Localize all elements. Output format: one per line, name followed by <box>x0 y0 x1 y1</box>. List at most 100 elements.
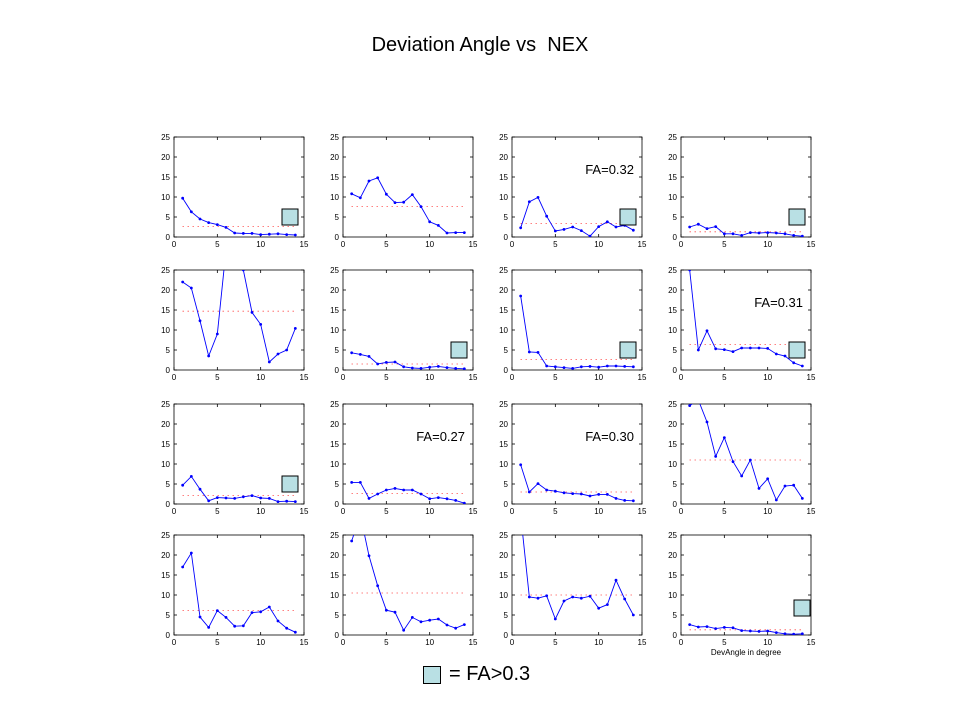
y-tick-label: 10 <box>499 591 508 600</box>
data-point <box>579 365 583 369</box>
data-point <box>588 594 592 598</box>
data-point <box>207 499 211 503</box>
data-point <box>285 626 289 630</box>
data-point <box>545 214 549 218</box>
data-point <box>207 354 211 358</box>
y-tick-label: 10 <box>330 326 339 335</box>
x-tick-label: 10 <box>763 373 772 382</box>
data-point <box>410 616 414 619</box>
data-point <box>553 229 557 233</box>
data-point <box>428 220 432 224</box>
data-point <box>536 482 540 485</box>
data-point <box>462 501 466 504</box>
x-axis-label: DevAngle in degree <box>711 648 782 657</box>
data-point <box>462 231 466 235</box>
x-tick-label: 0 <box>341 638 346 647</box>
y-tick-label: 5 <box>504 213 509 222</box>
x-tick-label: 0 <box>510 240 515 249</box>
y-tick-label: 10 <box>668 193 677 202</box>
data-point <box>757 487 761 490</box>
x-tick-label: 10 <box>594 240 603 249</box>
data-point <box>293 630 297 634</box>
y-tick-label: 15 <box>330 571 339 580</box>
series-line <box>520 196 634 237</box>
y-tick-label: 0 <box>166 366 171 375</box>
data-point <box>631 365 635 369</box>
y-tick-label: 0 <box>335 500 340 509</box>
data-point <box>774 631 778 634</box>
data-point <box>241 232 245 235</box>
data-point <box>428 497 432 501</box>
y-tick-label: 5 <box>504 346 509 355</box>
y-tick-label: 25 <box>668 266 677 275</box>
data-point <box>259 496 263 500</box>
data-point <box>454 367 458 370</box>
data-point <box>445 231 449 235</box>
plot-frame <box>680 403 812 505</box>
data-point <box>783 354 787 358</box>
x-tick-label: 10 <box>425 507 434 516</box>
data-point <box>376 362 380 366</box>
x-tick-label: 15 <box>638 638 647 647</box>
subplot-3-2: 0 5 10 15 20 25 0 5 10 15 <box>499 531 647 647</box>
data-point <box>705 227 709 231</box>
data-point <box>722 436 726 439</box>
fa-highlight-box <box>619 341 637 359</box>
y-tick-label: 20 <box>499 286 508 295</box>
x-tick-label: 0 <box>172 507 177 516</box>
x-tick-label: 10 <box>594 373 603 382</box>
x-tick-label: 15 <box>638 240 647 249</box>
series-line <box>182 270 296 363</box>
plot-frame <box>173 269 305 371</box>
data-point <box>402 365 406 369</box>
x-tick-label: 10 <box>425 373 434 382</box>
y-tick-label: 0 <box>166 631 171 640</box>
data-point <box>614 225 618 229</box>
data-point <box>402 488 406 492</box>
series-line <box>689 270 803 367</box>
y-tick-label: 15 <box>668 440 677 449</box>
y-tick-label: 25 <box>668 400 677 409</box>
x-tick-label: 10 <box>256 507 265 516</box>
data-point <box>285 348 289 352</box>
data-point <box>705 329 709 333</box>
y-tick-label: 5 <box>673 480 678 489</box>
data-point <box>189 286 193 290</box>
data-point <box>722 232 726 236</box>
y-tick-label: 10 <box>161 326 170 335</box>
x-tick-label: 0 <box>679 638 684 647</box>
data-point <box>198 319 202 323</box>
data-point <box>462 623 466 626</box>
data-point <box>215 609 219 612</box>
x-tick-label: 0 <box>341 373 346 382</box>
y-tick-label: 5 <box>166 213 171 222</box>
data-point <box>748 629 752 633</box>
y-tick-label: 25 <box>668 133 677 142</box>
subplot-2-2: 0 5 10 15 20 25 0 5 10 15 FA=0.30 <box>499 400 647 516</box>
series-line <box>351 177 465 234</box>
y-tick-label: 5 <box>335 213 340 222</box>
y-tick-label: 20 <box>330 551 339 560</box>
y-tick-label: 15 <box>161 440 170 449</box>
x-tick-label: 15 <box>469 240 478 249</box>
x-tick-label: 5 <box>722 507 727 516</box>
x-tick-label: 15 <box>300 638 309 647</box>
y-tick-label: 20 <box>330 286 339 295</box>
series-line <box>351 481 465 504</box>
y-tick-label: 20 <box>161 551 170 560</box>
data-point <box>189 551 193 555</box>
y-tick-label: 10 <box>330 591 339 600</box>
data-point <box>757 346 761 350</box>
data-point <box>233 624 237 628</box>
y-tick-label: 10 <box>330 193 339 202</box>
data-point <box>436 496 440 499</box>
data-point <box>428 365 432 369</box>
y-tick-label: 0 <box>504 500 509 509</box>
y-tick-label: 20 <box>499 153 508 162</box>
x-tick-label: 15 <box>300 507 309 516</box>
data-point <box>233 231 237 235</box>
y-tick-label: 0 <box>504 631 509 640</box>
x-tick-label: 15 <box>300 373 309 382</box>
data-point <box>597 606 601 610</box>
